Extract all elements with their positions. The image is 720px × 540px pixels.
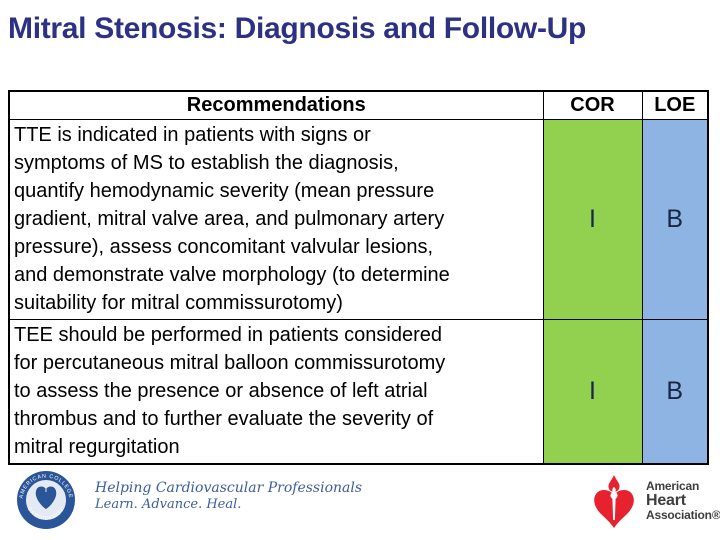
aha-wordmark-line1: American [646,479,700,493]
acc-tagline-line2: Learn. Advance. Heal. [95,497,242,512]
aha-wordmark-line3: Association® [646,508,720,522]
recommendations-table: Recommendations COR LOE TTE is indicated… [8,90,709,465]
slide-footer: AMERICAN COLLEGE CARDIOLOGY Helping Card… [0,468,720,540]
table-row: TEE should be performed in patients cons… [8,318,709,464]
acc-tagline: Helping Cardiovascular Professionals Lea… [95,480,362,513]
aha-wordmark: American Heart Association® [646,480,720,522]
column-header-loe: LOE [641,90,709,120]
cor-value: I [542,318,643,464]
acc-tagline-line1: Helping Cardiovascular Professionals [95,480,363,496]
aha-wordmark-line2: Heart [646,492,686,509]
loe-value: B [641,318,709,464]
column-header-recommendations: Recommendations [8,90,544,120]
recommendation-text-tee: TEE should be performed in patients cons… [8,318,544,464]
recommendation-text-tte: TTE is indicated in patients with signs … [8,118,544,320]
aha-heart-icon [586,474,642,532]
loe-value: B [641,118,709,320]
acc-seal-icon: AMERICAN COLLEGE CARDIOLOGY [16,470,76,530]
page-title: Mitral Stenosis: Diagnosis and Follow-Up [8,12,587,45]
table-row: TTE is indicated in patients with signs … [8,118,709,320]
column-header-cor: COR [542,90,643,120]
cor-value: I [542,118,643,320]
table-header-row: Recommendations COR LOE [8,90,709,120]
